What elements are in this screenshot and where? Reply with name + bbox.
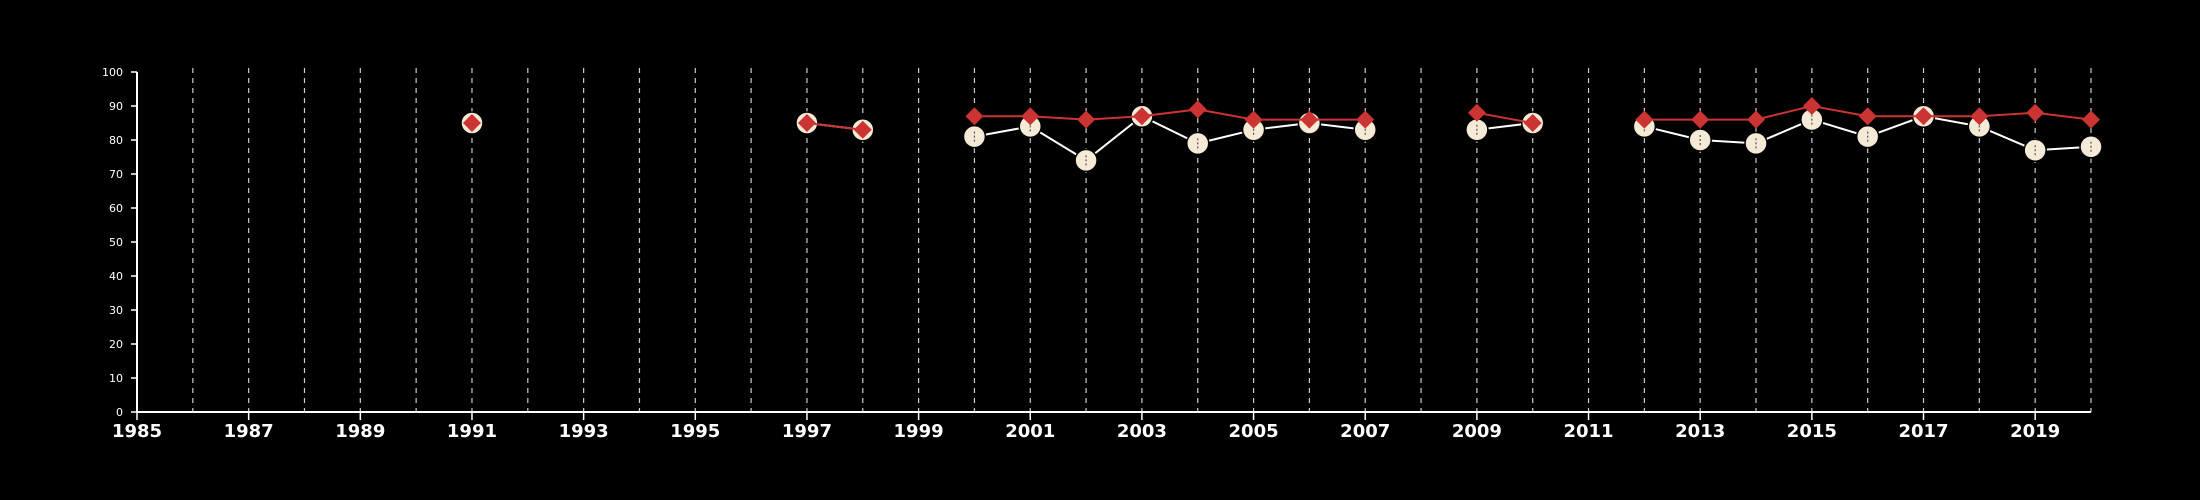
y-tick-label-100: 100 (102, 66, 123, 79)
series-1-line-segment-1 (806, 122, 863, 131)
axes: 0 10 20 30 40 50 60 70 80 90 100 1985 1987 1989 1991 19… (102, 66, 2091, 442)
series-1-line-segment-3 (1476, 111, 1533, 124)
y-tick-label-60: 60 (109, 202, 123, 215)
series-1-point-2013 (1691, 110, 1710, 129)
x-tick-label-1993: 1993 (559, 421, 609, 442)
x-tick-label-1987: 1987 (224, 421, 274, 442)
y-tick-label-50: 50 (109, 236, 123, 249)
series-1-point-2001 (1021, 107, 1040, 126)
x-tick-label-2009: 2009 (1452, 421, 1502, 442)
series-1-point-2020 (2082, 110, 2100, 129)
x-tick-label-1991: 1991 (447, 421, 497, 442)
series-0 (460, 104, 2103, 173)
series-1-point-2010 (1523, 114, 1542, 132)
x-tick-label-1985: 1985 (112, 421, 162, 442)
x-tick-label-2005: 2005 (1229, 421, 1279, 442)
series-1-point-2015 (1802, 97, 1821, 115)
series-1-point-1991 (462, 114, 481, 132)
y-tick-label-70: 70 (109, 168, 123, 181)
x-tick-label-2015: 2015 (1787, 421, 1837, 442)
series-1-point-2017 (1914, 107, 1933, 126)
x-tick-label-2001: 2001 (1005, 421, 1055, 442)
series-1-point-2014 (1747, 110, 1766, 129)
y-tick-label-40: 40 (109, 270, 123, 283)
x-tick-label-1997: 1997 (782, 421, 832, 442)
x-tick-label-1995: 1995 (670, 421, 720, 442)
y-tick-label-30: 30 (109, 304, 123, 317)
series-1-point-1998 (853, 120, 872, 139)
x-tick-label-2013: 2013 (1675, 421, 1725, 442)
x-tick-label-2019: 2019 (2010, 421, 2060, 442)
series-1 (462, 97, 2100, 139)
series-1-point-2009 (1467, 103, 1486, 122)
grid-lines (192, 68, 2092, 412)
y-tick-label-0: 0 (116, 406, 123, 419)
series-1-point-2019 (2026, 103, 2045, 122)
series-1-point-2000 (965, 107, 984, 126)
x-tick-label-2011: 2011 (1563, 421, 1613, 442)
y-tick-label-80: 80 (109, 134, 123, 147)
series-1-point-2005 (1244, 110, 1263, 129)
y-tick-label-10: 10 (109, 372, 123, 385)
y-tick-label-90: 90 (109, 100, 123, 113)
x-tick-label-1999: 1999 (894, 421, 944, 442)
series-1-point-2003 (1132, 107, 1151, 126)
x-tick-label-2007: 2007 (1340, 421, 1390, 442)
data-series (460, 97, 2103, 173)
series-1-point-2006 (1300, 110, 1319, 129)
series-1-line-segment-2 (974, 108, 1366, 121)
x-tick-label-2003: 2003 (1117, 421, 1167, 442)
x-tick-label-1989: 1989 (335, 421, 385, 442)
series-1-point-2016 (1858, 107, 1877, 126)
series-1-point-2007 (1356, 110, 1375, 129)
series-1-point-2004 (1188, 100, 1207, 119)
series-1-point-2002 (1077, 110, 1096, 129)
series-1-point-1997 (797, 114, 816, 132)
x-tick-label-2017: 2017 (1898, 421, 1948, 442)
series-1-point-2012 (1635, 110, 1654, 129)
series-1-point-2018 (1970, 107, 1989, 126)
y-tick-label-20: 20 (109, 338, 123, 351)
